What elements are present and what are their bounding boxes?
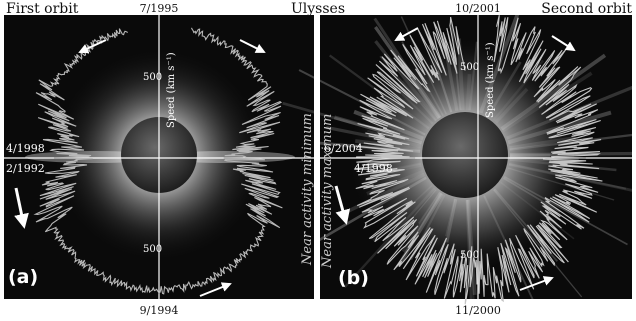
- panel-a-date-top: 7/1995: [140, 2, 179, 15]
- orbit-direction-arrow-icon: [78, 39, 107, 54]
- panel-a-date-left-upper: 4/1998: [6, 142, 45, 155]
- panel-b-sun-disk: [422, 112, 508, 198]
- panel-b-date-bottom: 11/2000: [455, 304, 501, 317]
- orbit-direction-arrow-icon: [199, 282, 232, 297]
- panel-a-axis-label: Speed (km s⁻¹): [166, 52, 177, 128]
- orbit-direction-arrow-icon: [14, 187, 29, 229]
- panel-b-date-top: 10/2001: [455, 2, 501, 15]
- panel-a: 500 500 Speed (km s⁻¹) 4/1998 2/1992 Nea…: [4, 15, 315, 299]
- panel-a-heading: First orbit: [6, 1, 79, 17]
- panel-a-speed-trace: [33, 27, 283, 295]
- panel-b-date-left-lower: 4/1998: [354, 162, 393, 175]
- panel-b-date-left-upper: 6/2004: [324, 142, 363, 155]
- panel-b-tick-lower: 500: [460, 250, 479, 261]
- panel-a-tick-upper: 500: [143, 72, 162, 83]
- panel-a-tick-lower: 500: [143, 244, 162, 255]
- panel-a-date-bottom: 9/1994: [140, 304, 179, 317]
- orbit-direction-arrow-icon: [334, 185, 351, 225]
- panel-b-speed-trace: [354, 15, 603, 305]
- orbit-direction-arrow-icon: [519, 276, 554, 291]
- panel-b-axis-label: Speed (km s⁻¹): [485, 42, 496, 118]
- panel-a-date-left-lower: 2/1992: [6, 162, 45, 175]
- panel-b-label: (b): [338, 267, 369, 289]
- figure-title: Ulysses: [291, 1, 345, 17]
- orbit-direction-arrow-icon: [551, 35, 576, 52]
- panel-b-heading: Second orbit: [541, 1, 632, 17]
- panel-a-side-text: Near activity minimum: [300, 113, 315, 266]
- panel-a-label: (a): [8, 266, 38, 288]
- panel-b-side-text: Near activity maximum: [320, 114, 335, 269]
- panel-b: 500 500 Speed (km s⁻¹) 6/2004 4/1998 Nea…: [282, 0, 636, 321]
- orbit-direction-arrow-icon: [394, 27, 419, 41]
- panel-b-tick-upper: 500: [460, 62, 479, 73]
- orbit-direction-arrow-icon: [239, 39, 266, 53]
